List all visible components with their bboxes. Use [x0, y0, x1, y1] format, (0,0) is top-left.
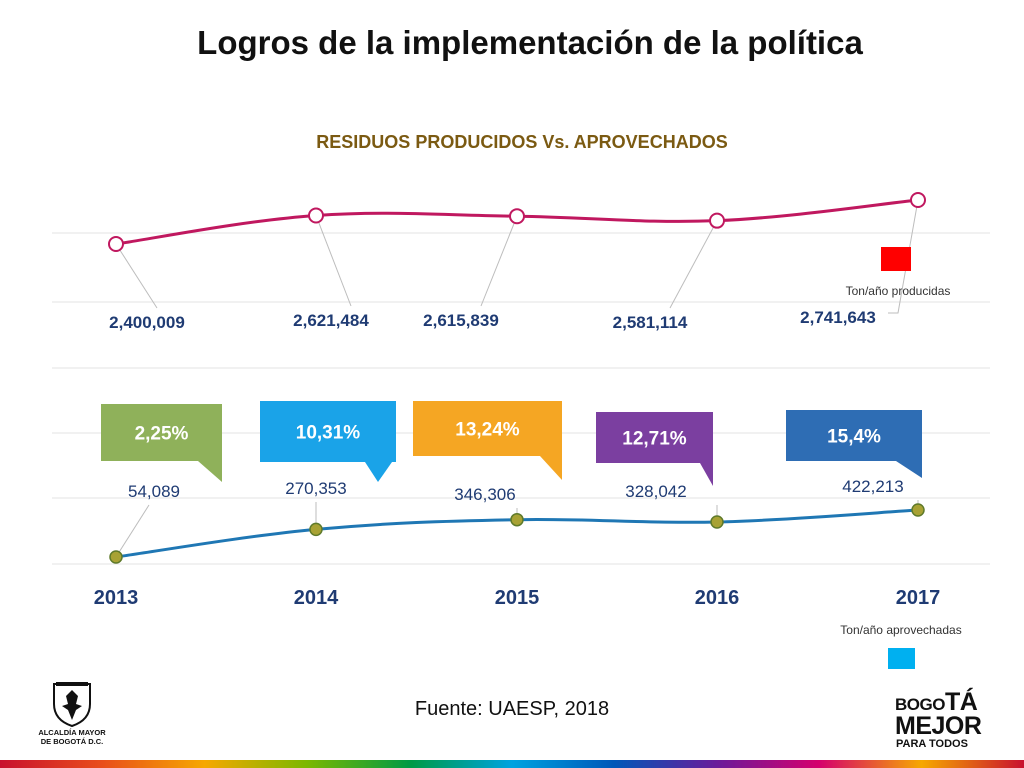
percentage-callout-box	[260, 401, 396, 462]
leader-line	[115, 243, 158, 309]
produced-value-label: 2,741,643	[800, 308, 876, 327]
percentage-callout-tail	[365, 462, 392, 482]
utilized-point	[109, 550, 123, 564]
utilized-value-label: 328,042	[625, 482, 686, 501]
percentage-label: 2,25%	[135, 424, 189, 445]
percentage-callout-tail	[896, 461, 922, 478]
alcaldia-text-1: ALCALDÍA MAYOR	[38, 728, 106, 737]
decorative-color-strip	[0, 760, 1024, 768]
percentage-label: 12,71%	[622, 429, 687, 450]
utilized-value-label: 422,213	[842, 477, 903, 496]
produced-value-label: 2,615,839	[423, 311, 499, 330]
source-note: Fuente: UAESP, 2018	[414, 698, 610, 720]
chart: 2,25% 10,31% 13,24% 12,71% 15,4% 2,400,009 2,…	[52, 192, 990, 669]
bogota-mejor-logo: BOGOTÁ MEJOR PARA TODOS	[895, 682, 1005, 754]
utilized-value-label: 346,306	[454, 485, 515, 504]
leader-line	[480, 216, 518, 307]
utilized-point	[710, 515, 724, 529]
logo-para-todos: PARA TODOS	[896, 738, 968, 750]
x-tick-label: 2015	[495, 587, 540, 609]
slide-title: Logros de la implementación de la políti…	[197, 24, 863, 61]
chart-title: RESIDUOS PRODUCIDOS Vs. APROVECHADOS	[316, 132, 728, 152]
x-tick-label: 2013	[94, 587, 139, 609]
produced-point	[509, 208, 525, 225]
legend-label-produced: Ton/año producidas	[846, 284, 951, 298]
produced-point	[910, 192, 926, 208]
legend-label-utilized: Ton/año aprovechadas	[840, 623, 961, 637]
percentage-callout-tail	[198, 461, 222, 482]
produced-value-label: 2,621,484	[293, 311, 369, 330]
alcaldia-text-2: DE BOGOTÁ D.C.	[40, 737, 104, 746]
leader-line	[669, 220, 718, 309]
utilized-value-label: 54,089	[128, 482, 180, 501]
percentage-label: 13,24%	[455, 420, 520, 441]
percentage-label: 15,4%	[827, 427, 881, 448]
x-tick-label: 2014	[294, 587, 339, 609]
utilized-point	[510, 512, 524, 527]
leader-line	[315, 215, 352, 307]
utilized-value-label: 270,353	[285, 479, 346, 498]
percentage-callout-box	[101, 404, 222, 461]
percentage-callout-tail	[700, 463, 713, 486]
produced-point	[108, 236, 124, 252]
coat-of-arms-icon	[53, 682, 91, 728]
produced-value-label: 2,581,114	[613, 313, 688, 332]
logo-mejor: MEJOR	[895, 712, 982, 740]
utilized-point	[309, 522, 323, 537]
x-tick-label: 2016	[695, 587, 740, 609]
produced-point	[308, 207, 324, 224]
percentage-callout-tail	[540, 456, 562, 480]
percentage-label: 10,31%	[296, 423, 361, 444]
percentage-callout-box	[413, 401, 562, 456]
logo-ta: TÁ	[944, 688, 978, 716]
produced-point	[709, 212, 725, 229]
x-tick-label: 2017	[896, 587, 941, 609]
legend-swatch-utilized	[888, 648, 915, 669]
legend-swatch-produced	[881, 247, 911, 271]
leader-line	[115, 504, 150, 558]
leader-line	[888, 199, 919, 314]
produced-value-label: 2,400,009	[109, 313, 185, 332]
logo-bogo: BOGO	[895, 695, 945, 714]
percentage-callout-box	[786, 410, 922, 461]
alcaldia-logo: ALCALDÍA MAYOR DE BOGOTÁ D.C.	[26, 680, 118, 752]
utilized-point	[911, 503, 925, 517]
percentage-callout-box	[596, 412, 713, 463]
